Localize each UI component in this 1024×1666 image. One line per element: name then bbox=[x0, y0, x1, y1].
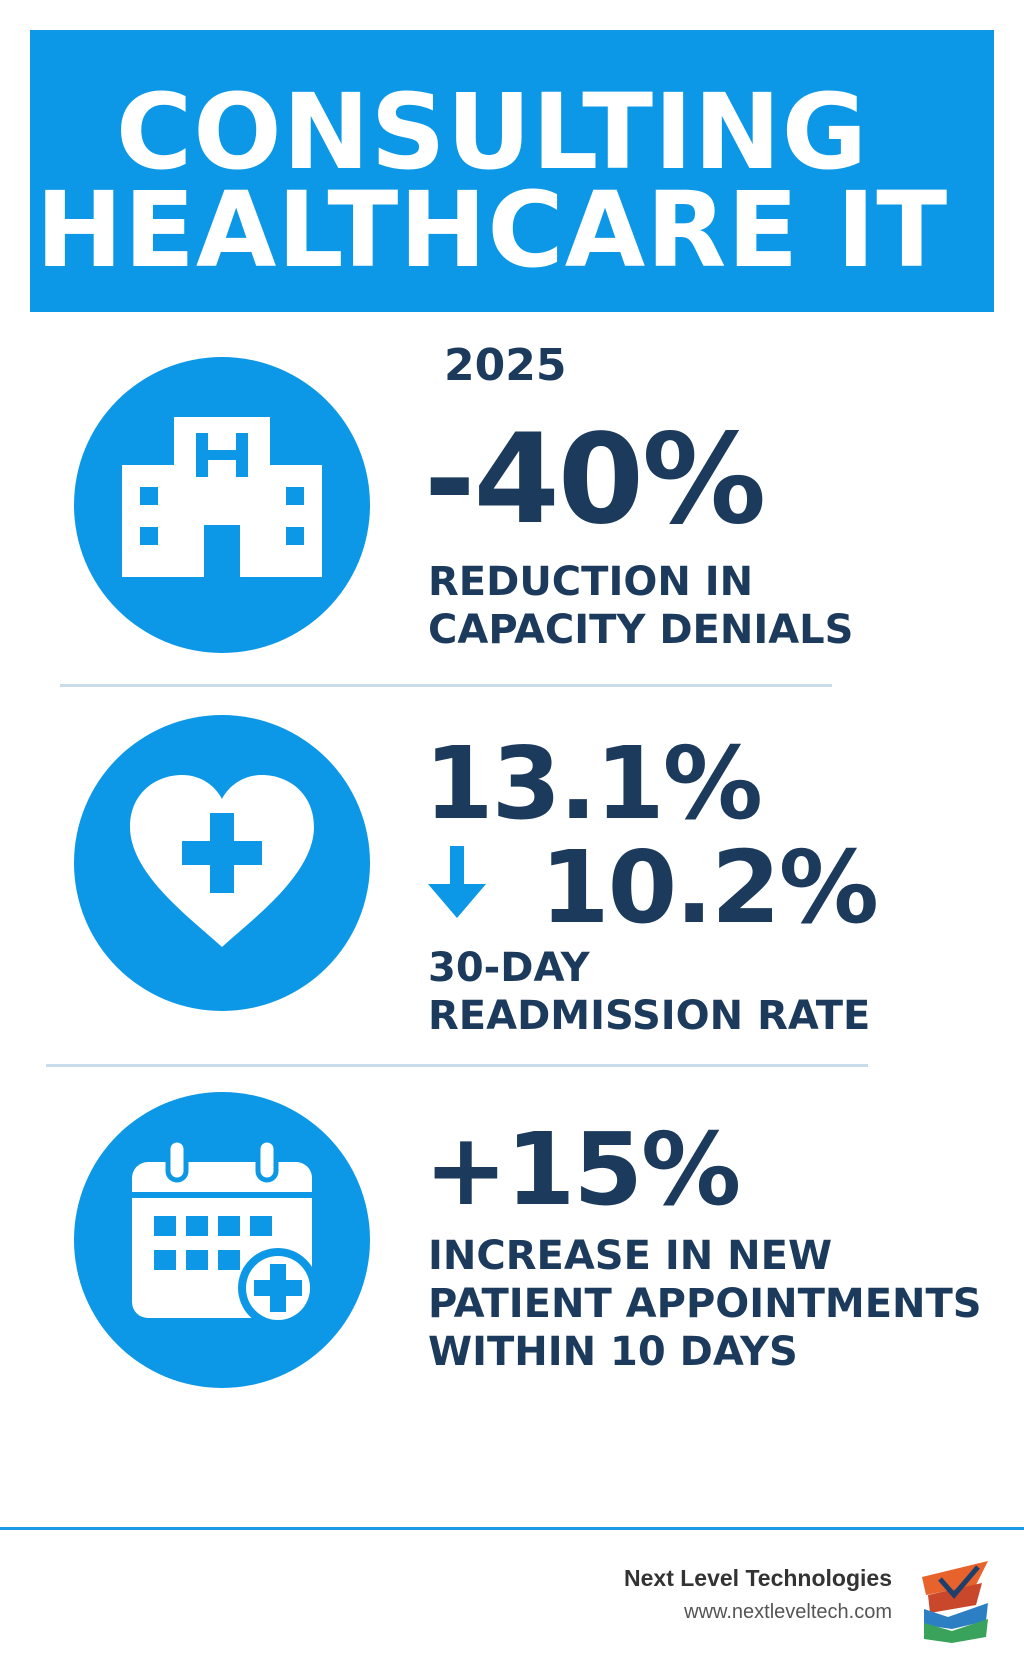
year-label: 2025 bbox=[444, 340, 567, 391]
capacity-denials-label-2: CAPACITY DENIALS bbox=[428, 607, 854, 653]
title-banner: CONSULTING HEALTHCARE IT bbox=[30, 30, 994, 312]
appointments-label-2: PATIENT APPOINTMENTS bbox=[428, 1281, 982, 1327]
readmission-to-value: 10.2% bbox=[540, 829, 879, 946]
company-name: Next Level Technologies bbox=[624, 1565, 892, 1591]
readmission-from-value: 13.1% bbox=[424, 725, 763, 842]
footer-divider bbox=[0, 1527, 1024, 1530]
divider-1 bbox=[60, 684, 832, 687]
heart-icon-circle bbox=[74, 715, 370, 1011]
divider-2 bbox=[46, 1064, 868, 1067]
hospital-icon bbox=[122, 417, 322, 577]
calendar-icon-circle bbox=[74, 1092, 370, 1388]
appointments-label-1: INCREASE IN NEW bbox=[428, 1233, 833, 1279]
title-line-2: HEALTHCARE IT bbox=[35, 169, 949, 291]
capacity-denials-label-1: REDUCTION IN bbox=[428, 559, 754, 605]
arrow-down-icon bbox=[428, 846, 486, 918]
appointments-label-3: WITHIN 10 DAYS bbox=[428, 1329, 798, 1375]
company-website[interactable]: www.nextleveltech.com bbox=[684, 1601, 892, 1623]
appointments-value: +15% bbox=[424, 1111, 741, 1228]
readmission-label-2: READMISSION RATE bbox=[428, 993, 871, 1039]
hospital-icon-circle bbox=[74, 357, 370, 653]
heart-plus-icon bbox=[130, 775, 314, 947]
readmission-label-1: 30-DAY bbox=[428, 945, 590, 991]
capacity-denials-value: -40% bbox=[424, 408, 766, 552]
next-level-logo-icon bbox=[922, 1561, 988, 1643]
title-line-1: CONSULTING bbox=[115, 71, 869, 193]
calendar-plus-icon bbox=[132, 1137, 318, 1328]
